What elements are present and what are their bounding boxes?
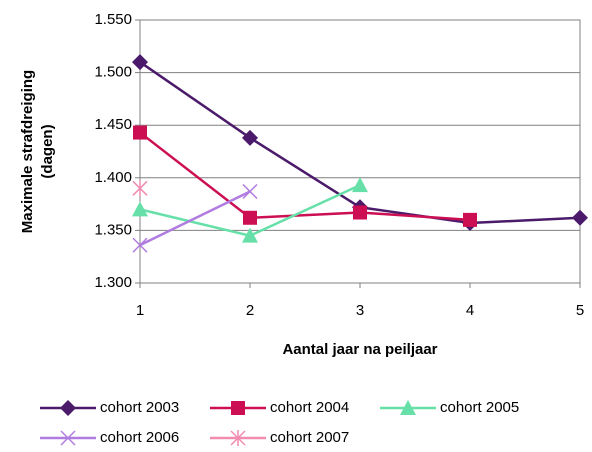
marker: [242, 129, 258, 146]
series-line: [139, 131, 471, 222]
marker: [60, 430, 76, 446]
legend-label: cohort 2004: [270, 399, 349, 416]
series-line: [139, 190, 251, 247]
marker: [132, 237, 148, 253]
marker: [463, 212, 477, 227]
y-tick-label: 1.350: [94, 221, 132, 238]
y-tick-label: 1.500: [94, 64, 132, 81]
legend-label: cohort 2006: [100, 429, 179, 446]
legend-item: cohort 2003: [40, 399, 179, 416]
legend-item: cohort 2006: [40, 429, 179, 446]
marker: [353, 205, 367, 220]
x-tick-label: 3: [356, 302, 364, 319]
marker: [231, 401, 245, 415]
legend-item: cohort 2004: [210, 399, 349, 416]
marker: [242, 183, 258, 200]
marker: [230, 430, 246, 446]
marker: [133, 125, 147, 140]
marker: [242, 227, 258, 243]
y-tick-label: 1.300: [94, 274, 132, 291]
x-tick-label: 1: [136, 302, 144, 319]
marker: [60, 400, 76, 416]
legend-label: cohort 2003: [100, 399, 179, 416]
y-tick-label: 1.450: [94, 116, 132, 133]
marker: [352, 177, 368, 193]
marker: [132, 180, 148, 197]
y-axis-title: (dagen): [39, 124, 56, 178]
marker: [243, 210, 257, 225]
y-tick-label: 1.550: [94, 11, 132, 28]
marker: [132, 54, 148, 71]
x-tick-label: 2: [246, 302, 254, 319]
legend-item: cohort 2005: [380, 399, 519, 416]
y-axis-title: Maximale strafdreiging: [19, 70, 36, 233]
marker: [132, 201, 148, 217]
legend-item: cohort 2007: [210, 429, 349, 446]
marker: [572, 209, 588, 226]
x-tick-label: 5: [576, 302, 584, 319]
x-tick-label: 4: [466, 302, 474, 319]
x-axis-title: Aantal jaar na peiljaar: [282, 341, 437, 358]
y-tick-label: 1.400: [94, 169, 132, 186]
legend-label: cohort 2005: [440, 399, 519, 416]
legend-label: cohort 2007: [270, 429, 349, 446]
marker: [400, 400, 416, 415]
